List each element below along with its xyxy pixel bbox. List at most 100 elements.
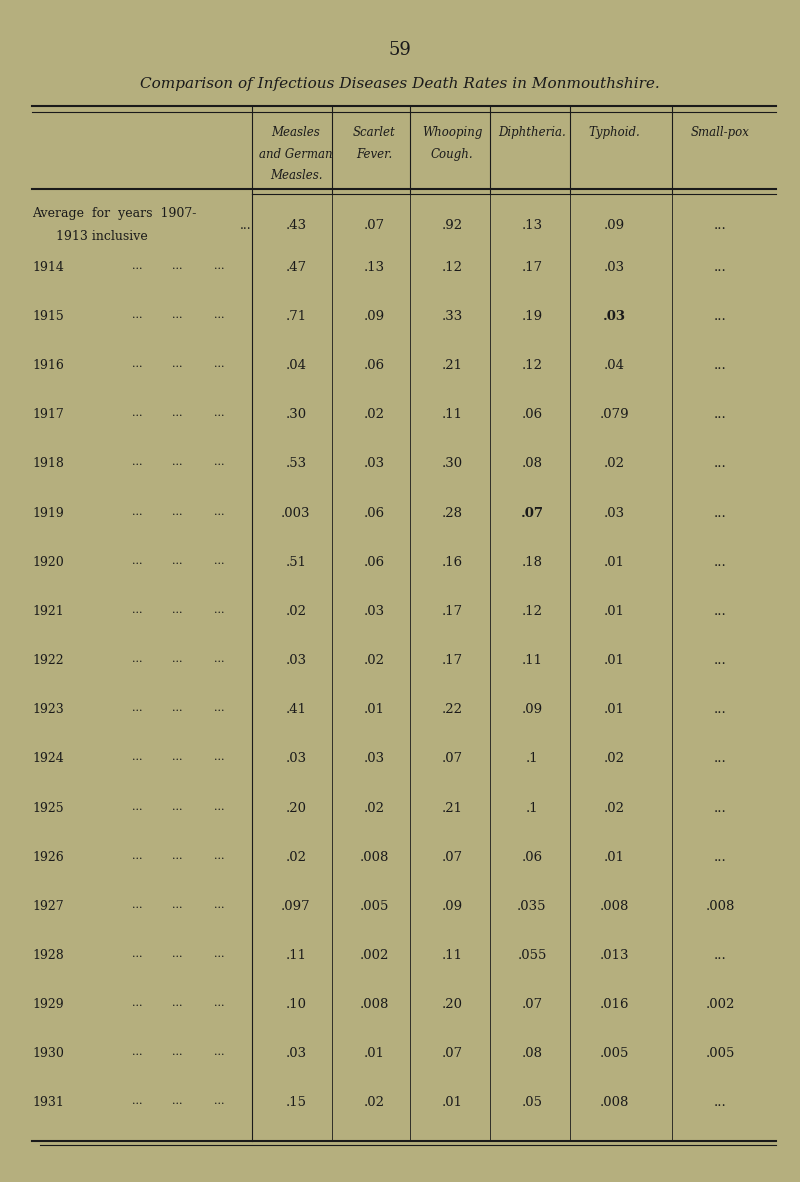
Text: .10: .10 bbox=[286, 998, 306, 1011]
Text: .07: .07 bbox=[442, 1047, 462, 1060]
Text: ...: ... bbox=[214, 261, 224, 271]
Text: .02: .02 bbox=[364, 408, 385, 421]
Text: .097: .097 bbox=[281, 900, 311, 913]
Text: ...: ... bbox=[214, 1047, 224, 1057]
Text: .71: .71 bbox=[286, 310, 306, 323]
Text: .15: .15 bbox=[286, 1097, 306, 1110]
Text: .055: .055 bbox=[518, 949, 546, 962]
Text: Measles.: Measles. bbox=[270, 169, 322, 182]
Text: ...: ... bbox=[714, 949, 726, 962]
Text: ...: ... bbox=[172, 703, 182, 713]
Text: .41: .41 bbox=[286, 703, 306, 716]
Text: 1916: 1916 bbox=[32, 359, 64, 372]
Text: ...: ... bbox=[132, 1097, 142, 1106]
Text: 1919: 1919 bbox=[32, 507, 64, 520]
Text: .03: .03 bbox=[364, 457, 385, 470]
Text: .53: .53 bbox=[286, 457, 306, 470]
Text: .06: .06 bbox=[364, 556, 385, 569]
Text: .06: .06 bbox=[522, 851, 542, 864]
Text: .005: .005 bbox=[360, 900, 389, 913]
Text: Small-pox: Small-pox bbox=[690, 126, 750, 139]
Text: .016: .016 bbox=[600, 998, 629, 1011]
Text: 1928: 1928 bbox=[32, 949, 64, 962]
Text: .04: .04 bbox=[286, 359, 306, 372]
Text: ...: ... bbox=[172, 1047, 182, 1057]
Text: 1930: 1930 bbox=[32, 1047, 64, 1060]
Text: 1931: 1931 bbox=[32, 1097, 64, 1110]
Text: Typhoid.: Typhoid. bbox=[589, 126, 640, 139]
Text: .02: .02 bbox=[604, 457, 625, 470]
Text: ...: ... bbox=[132, 801, 142, 812]
Text: .17: .17 bbox=[522, 261, 542, 274]
Text: Measles: Measles bbox=[272, 126, 320, 139]
Text: .02: .02 bbox=[604, 801, 625, 814]
Text: .005: .005 bbox=[706, 1047, 734, 1060]
Text: ...: ... bbox=[714, 1097, 726, 1110]
Text: .08: .08 bbox=[522, 457, 542, 470]
Text: ...: ... bbox=[132, 605, 142, 615]
Text: .05: .05 bbox=[522, 1097, 542, 1110]
Text: .03: .03 bbox=[286, 1047, 306, 1060]
Text: ...: ... bbox=[172, 310, 182, 320]
Text: .11: .11 bbox=[286, 949, 306, 962]
Text: ...: ... bbox=[132, 998, 142, 1008]
Text: .28: .28 bbox=[442, 507, 462, 520]
Text: ...: ... bbox=[214, 507, 224, 517]
Text: ...: ... bbox=[132, 310, 142, 320]
Text: .17: .17 bbox=[442, 605, 462, 618]
Text: Comparison of Infectious Diseases Death Rates in Monmouthshire.: Comparison of Infectious Diseases Death … bbox=[140, 77, 660, 91]
Text: ...: ... bbox=[214, 654, 224, 664]
Text: ...: ... bbox=[214, 457, 224, 468]
Text: .02: .02 bbox=[364, 801, 385, 814]
Text: 1921: 1921 bbox=[32, 605, 64, 618]
Text: ...: ... bbox=[132, 408, 142, 418]
Text: ...: ... bbox=[714, 703, 726, 716]
Text: .02: .02 bbox=[364, 654, 385, 667]
Text: .21: .21 bbox=[442, 359, 462, 372]
Text: 1917: 1917 bbox=[32, 408, 64, 421]
Text: ...: ... bbox=[714, 556, 726, 569]
Text: .11: .11 bbox=[522, 654, 542, 667]
Text: ...: ... bbox=[172, 408, 182, 418]
Text: ...: ... bbox=[172, 507, 182, 517]
Text: .20: .20 bbox=[286, 801, 306, 814]
Text: .09: .09 bbox=[442, 900, 462, 913]
Text: .13: .13 bbox=[364, 261, 385, 274]
Text: .92: .92 bbox=[442, 219, 462, 232]
Text: ...: ... bbox=[172, 753, 182, 762]
Text: ...: ... bbox=[172, 605, 182, 615]
Text: ...: ... bbox=[714, 310, 726, 323]
Text: ...: ... bbox=[132, 949, 142, 959]
Text: .19: .19 bbox=[522, 310, 542, 323]
Text: .07: .07 bbox=[442, 851, 462, 864]
Text: .02: .02 bbox=[286, 605, 306, 618]
Text: ...: ... bbox=[132, 753, 142, 762]
Text: 1920: 1920 bbox=[32, 556, 64, 569]
Text: 1922: 1922 bbox=[32, 654, 64, 667]
Text: .03: .03 bbox=[286, 654, 306, 667]
Text: .01: .01 bbox=[364, 703, 385, 716]
Text: .51: .51 bbox=[286, 556, 306, 569]
Text: .01: .01 bbox=[604, 703, 625, 716]
Text: ...: ... bbox=[172, 654, 182, 664]
Text: 1918: 1918 bbox=[32, 457, 64, 470]
Text: .01: .01 bbox=[364, 1047, 385, 1060]
Text: .02: .02 bbox=[286, 851, 306, 864]
Text: .07: .07 bbox=[522, 998, 542, 1011]
Text: 1924: 1924 bbox=[32, 753, 64, 766]
Text: Cough.: Cough. bbox=[430, 148, 474, 161]
Text: ...: ... bbox=[132, 457, 142, 468]
Text: ...: ... bbox=[132, 654, 142, 664]
Text: .079: .079 bbox=[599, 408, 630, 421]
Text: and German: and German bbox=[259, 148, 333, 161]
Text: ...: ... bbox=[214, 998, 224, 1008]
Text: .01: .01 bbox=[442, 1097, 462, 1110]
Text: 1929: 1929 bbox=[32, 998, 64, 1011]
Text: Average  for  years  1907-: Average for years 1907- bbox=[32, 207, 196, 220]
Text: .035: .035 bbox=[518, 900, 546, 913]
Text: ...: ... bbox=[172, 801, 182, 812]
Text: .01: .01 bbox=[604, 556, 625, 569]
Text: ...: ... bbox=[172, 851, 182, 860]
Text: ...: ... bbox=[714, 654, 726, 667]
Text: ...: ... bbox=[214, 703, 224, 713]
